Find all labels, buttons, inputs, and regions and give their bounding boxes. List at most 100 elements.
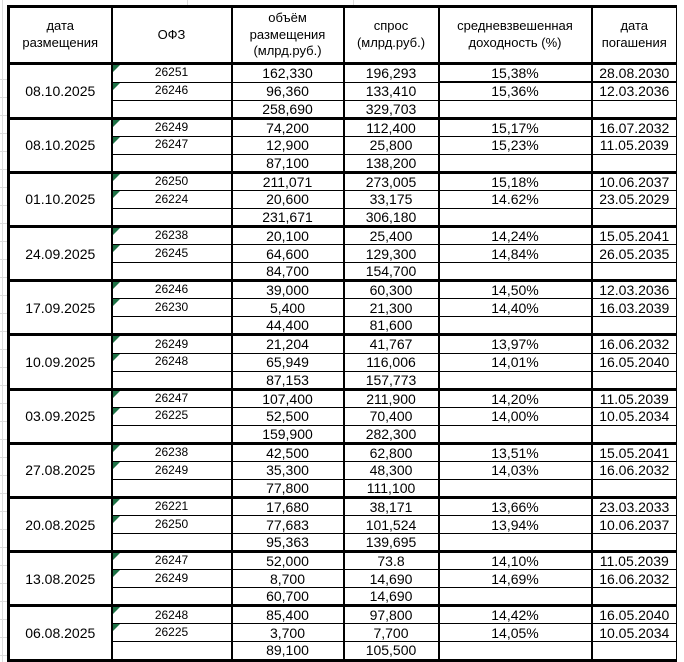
demand-cell[interactable]: 21,300 [342,298,440,318]
maturity-empty-cell[interactable] [590,587,677,607]
volume-cell[interactable]: 74,200 [230,116,345,137]
yield-cell[interactable]: 14,42% [437,604,593,625]
maturity-empty-cell[interactable] [590,641,677,661]
maturity-cell[interactable]: 11.05.2039 [590,387,677,408]
total-demand-cell[interactable]: 105,500 [342,641,440,661]
ofz-empty-cell[interactable] [110,99,233,119]
maturity-cell[interactable]: 23.03.2033 [590,495,677,517]
maturity-cell[interactable]: 16.06.2032 [590,569,677,589]
total-volume-cell[interactable]: 60,700 [230,587,345,607]
demand-cell[interactable]: 112,400 [342,116,440,137]
header-placement-date[interactable]: дата размещения [7,5,113,65]
yield-cell[interactable]: 14,20% [437,387,593,408]
total-demand-cell[interactable]: 282,300 [342,424,440,444]
demand-cell[interactable]: 33,175 [342,189,440,209]
yield-cell[interactable]: 14,50% [437,279,593,300]
maturity-cell[interactable]: 12.03.2036 [590,81,677,101]
volume-cell[interactable]: 20,600 [230,189,345,209]
ofz-code-cell[interactable] [110,658,233,662]
maturity-cell[interactable]: 16.06.2032 [590,460,677,480]
yield-empty-cell[interactable] [437,370,593,390]
yield-cell[interactable]: 14,00% [437,406,593,426]
ofz-empty-cell[interactable] [110,262,233,282]
placement-date-cell[interactable]: 17.09.2025 [7,279,113,336]
maturity-cell[interactable]: 15.05.2041 [590,441,677,462]
ofz-code-cell[interactable]: 26245 [110,244,233,264]
ofz-code-cell[interactable]: 26246 [110,279,233,300]
ofz-code-cell[interactable]: 26249 [110,116,233,137]
yield-cell[interactable]: 15,18% [437,170,593,191]
yield-cell[interactable]: 14,05% [437,623,593,643]
placement-date-cell[interactable]: 08.10.2025 [7,62,113,119]
demand-cell[interactable]: 211,900 [342,387,440,408]
total-volume-cell[interactable]: 231,671 [230,207,345,228]
demand-cell[interactable]: 60,300 [342,279,440,300]
yield-cell[interactable]: 14,69% [437,569,593,589]
total-demand-cell[interactable]: 81,600 [342,316,440,336]
volume-cell[interactable]: 17,680 [230,495,345,517]
ofz-empty-cell[interactable] [110,424,233,444]
volume-cell[interactable]: 52,500 [230,406,345,426]
yield-empty-cell[interactable] [437,641,593,661]
total-demand-cell[interactable]: 111,100 [342,478,440,499]
ofz-empty-cell[interactable] [110,316,233,336]
total-demand-cell[interactable]: 14,690 [342,587,440,607]
ofz-empty-cell[interactable] [110,207,233,228]
demand-cell[interactable]: 101,524 [342,515,440,535]
demand-cell[interactable]: 25,800 [342,135,440,155]
ofz-code-cell[interactable]: 26225 [110,406,233,426]
volume-cell[interactable]: 8,700 [230,569,345,589]
ofz-empty-cell[interactable] [110,478,233,499]
ofz-empty-cell[interactable] [110,587,233,607]
ofz-empty-cell[interactable] [110,533,233,553]
maturity-cell[interactable]: 16.03.2039 [590,298,677,318]
demand-cell[interactable]: 116,006 [342,352,440,372]
header-demand[interactable]: спрос (млрд.руб.) [342,5,440,65]
placement-date-cell[interactable]: 27.08.2025 [7,441,113,499]
ofz-code-cell[interactable]: 26247 [110,387,233,408]
yield-cell[interactable]: 14.62% [437,189,593,209]
demand-cell[interactable]: 273,005 [342,170,440,191]
placement-date-cell[interactable]: 10.09.2025 [7,333,113,390]
yield-cell[interactable] [437,658,593,662]
total-volume-cell[interactable]: 87,100 [230,153,345,173]
ofz-code-cell[interactable]: 26230 [110,298,233,318]
maturity-cell[interactable]: 16.05.2040 [590,352,677,372]
total-demand-cell[interactable]: 138,200 [342,153,440,173]
yield-cell[interactable]: 13,51% [437,441,593,462]
yield-cell[interactable]: 14,03% [437,460,593,480]
ofz-code-cell[interactable]: 26248 [110,604,233,625]
maturity-cell[interactable]: 23.05.2029 [590,189,677,209]
maturity-empty-cell[interactable] [590,207,677,228]
volume-cell[interactable]: 107,400 [230,387,345,408]
demand-cell[interactable]: 25,400 [342,225,440,246]
ofz-code-cell[interactable]: 26247 [110,135,233,155]
yield-cell[interactable]: 13,94% [437,515,593,535]
demand-cell[interactable]: 73.8 [342,550,440,571]
ofz-empty-cell[interactable] [110,641,233,661]
total-volume-cell[interactable]: 84,700 [230,262,345,282]
yield-empty-cell[interactable] [437,478,593,499]
placement-date-cell[interactable]: 20.08.2025 [7,495,113,553]
volume-cell[interactable]: 52,000 [230,550,345,571]
placement-date-cell[interactable]: 13.08.2025 [7,550,113,607]
yield-empty-cell[interactable] [437,153,593,173]
ofz-code-cell[interactable]: 26246 [110,81,233,101]
yield-empty-cell[interactable] [437,316,593,336]
ofz-code-cell[interactable]: 26238 [110,441,233,462]
ofz-code-cell[interactable]: 26250 [110,515,233,535]
total-demand-cell[interactable]: 157,773 [342,370,440,390]
volume-cell[interactable]: 211,071 [230,170,345,191]
maturity-empty-cell[interactable] [590,262,677,282]
volume-cell[interactable]: 21,204 [230,333,345,354]
demand-cell[interactable]: 62,800 [342,441,440,462]
maturity-empty-cell[interactable] [590,424,677,444]
total-demand-cell[interactable]: 139,695 [342,533,440,553]
total-volume-cell[interactable]: 89,100 [230,641,345,661]
placement-date-cell[interactable]: 08.10.2025 [7,116,113,173]
demand-cell[interactable]: 48,300 [342,460,440,480]
demand-cell[interactable]: 41,767 [342,333,440,354]
placement-date-cell[interactable]: 06.08.2025 [7,604,113,661]
ofz-code-cell[interactable]: 26248 [110,352,233,372]
total-volume-cell[interactable]: 258,690 [230,99,345,119]
